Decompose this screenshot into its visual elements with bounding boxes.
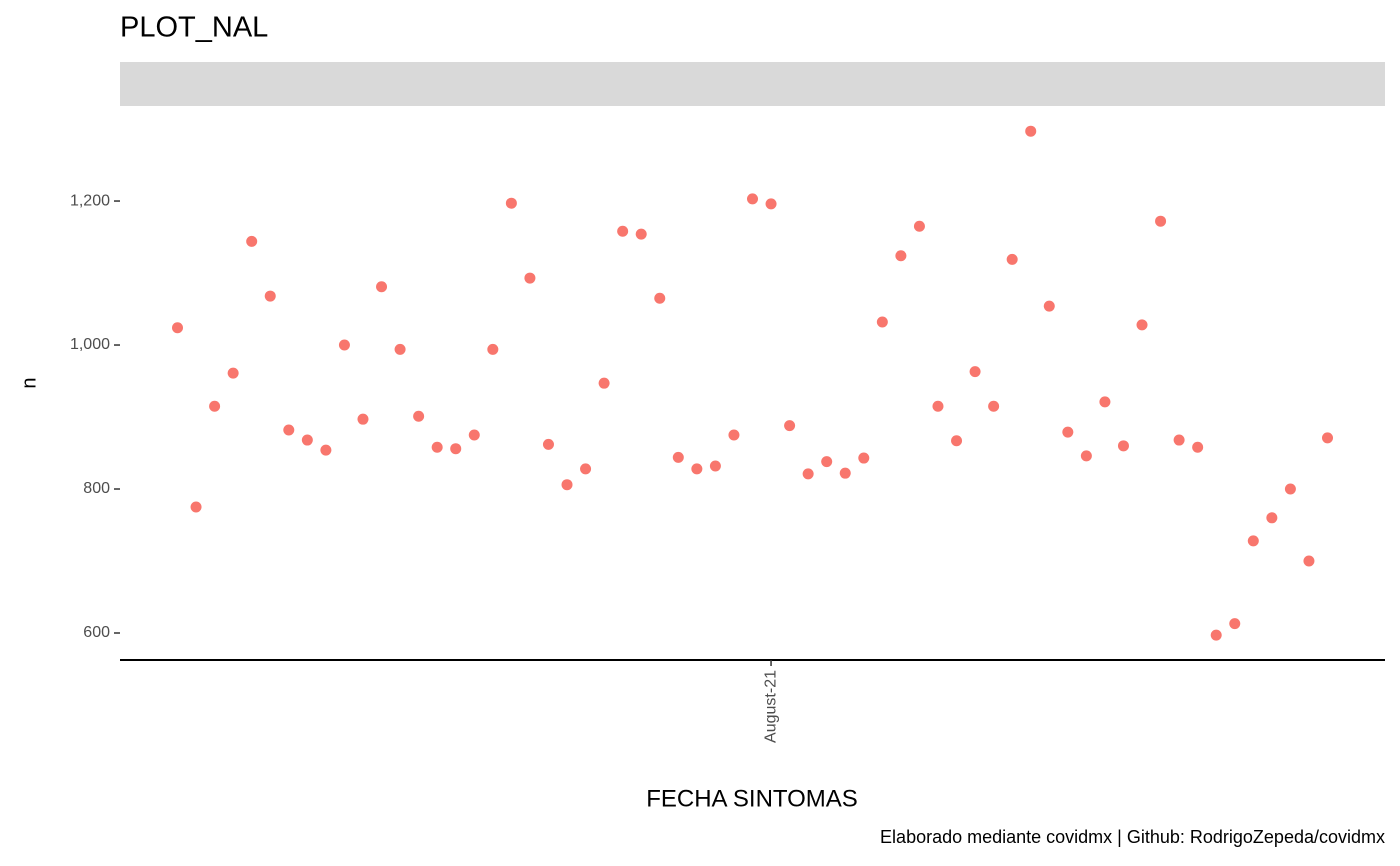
point [1192, 441, 1204, 453]
point [988, 400, 1000, 412]
x-axis-title: FECHA SINTOMAS [646, 785, 858, 812]
point [413, 410, 425, 422]
x-tick-label: August-21 [762, 670, 779, 743]
point [1117, 440, 1129, 452]
point [338, 339, 350, 351]
point [1043, 300, 1055, 312]
point [505, 197, 517, 209]
point [376, 281, 388, 293]
point [524, 272, 536, 284]
point [283, 424, 295, 436]
point [747, 193, 758, 205]
point [468, 429, 480, 441]
point [672, 451, 684, 463]
point [431, 441, 443, 453]
point [598, 377, 610, 389]
point [264, 290, 276, 302]
point [1229, 618, 1241, 630]
point [172, 322, 183, 334]
point [913, 220, 925, 232]
point [1136, 319, 1148, 331]
point [1284, 483, 1296, 495]
y-tick-label: 800 [83, 480, 110, 497]
point [1006, 253, 1018, 265]
point [1210, 629, 1222, 641]
point [357, 413, 369, 425]
point [969, 366, 981, 378]
point [1303, 555, 1315, 567]
point [1322, 432, 1333, 444]
caption: Elaborado mediante covidmx | Github: Rod… [880, 827, 1385, 847]
point [301, 434, 313, 446]
point [951, 435, 963, 447]
point [542, 438, 554, 450]
point [895, 250, 907, 262]
point [1266, 512, 1278, 524]
y-tick-label: 600 [83, 624, 110, 641]
point [876, 316, 888, 328]
point [617, 225, 629, 237]
point [1173, 434, 1185, 446]
point [487, 343, 499, 355]
point [209, 400, 221, 412]
point [1062, 426, 1074, 438]
point [728, 429, 740, 441]
point [561, 479, 573, 491]
y-axis-title: n [18, 377, 40, 388]
point [227, 367, 239, 379]
y-tick-label: 1,000 [70, 336, 110, 353]
point [635, 228, 647, 240]
point [858, 452, 870, 464]
point [1099, 396, 1111, 408]
point [580, 463, 592, 475]
point [765, 198, 777, 210]
point [709, 460, 721, 472]
point [932, 400, 944, 412]
y-tick-label: 1,200 [70, 192, 110, 209]
point [691, 463, 703, 475]
point [1155, 215, 1167, 227]
point [320, 444, 332, 456]
point [1247, 535, 1259, 547]
point [246, 235, 258, 247]
facet-strip [120, 62, 1385, 106]
point [394, 343, 406, 355]
point [450, 443, 462, 455]
point [190, 501, 202, 513]
point [1080, 450, 1092, 462]
point [821, 456, 833, 468]
point [839, 467, 851, 479]
point [654, 292, 666, 304]
point [802, 468, 814, 480]
chart-title: PLOT_NAL [120, 12, 268, 44]
point [784, 420, 796, 432]
point [1025, 125, 1037, 137]
